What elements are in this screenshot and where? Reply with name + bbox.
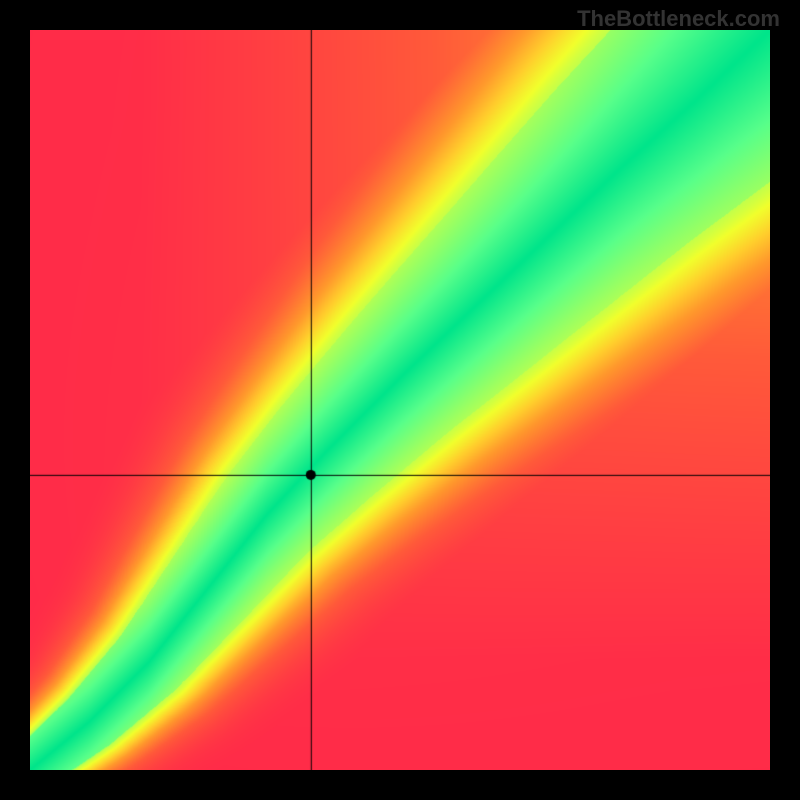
watermark-text: TheBottleneck.com: [577, 6, 780, 32]
chart-frame: TheBottleneck.com: [0, 0, 800, 800]
plot-area: [30, 30, 770, 770]
heatmap-canvas: [30, 30, 770, 770]
